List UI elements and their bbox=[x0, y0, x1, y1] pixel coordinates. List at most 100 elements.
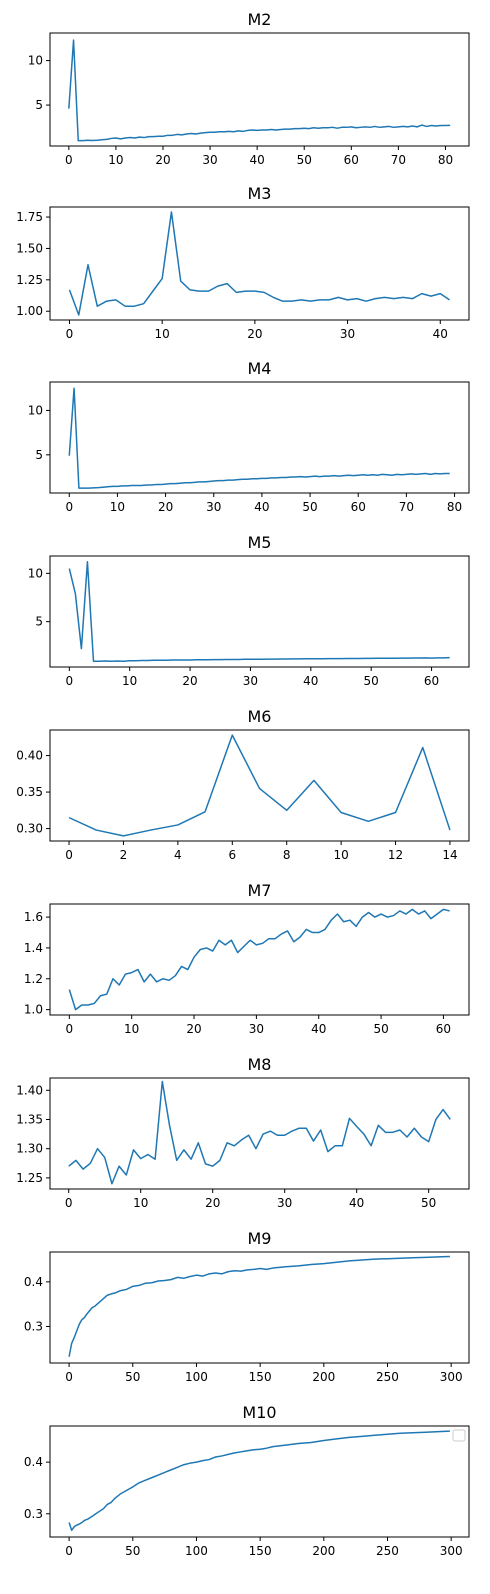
x-tick-label: 10 bbox=[110, 500, 125, 514]
y-tick-label: 1.2 bbox=[24, 972, 43, 986]
y-tick-label: 1.40 bbox=[16, 1083, 43, 1097]
axes-frame bbox=[49, 1251, 470, 1364]
y-tick-label: 0.3 bbox=[24, 1319, 43, 1333]
x-tick-label: 30 bbox=[277, 1196, 292, 1210]
series-line bbox=[68, 211, 450, 316]
y-tick-label: 0.35 bbox=[16, 785, 43, 799]
x-tick-label: 40 bbox=[433, 327, 448, 341]
x-tick-label: 0 bbox=[66, 327, 74, 341]
x-tick-label: 0 bbox=[65, 1544, 73, 1558]
chart-title: M8 bbox=[248, 1055, 272, 1074]
series-line bbox=[68, 561, 450, 662]
series-line bbox=[68, 1255, 450, 1357]
y-tick-label: 1.50 bbox=[16, 241, 43, 255]
x-tick-label: 20 bbox=[182, 674, 197, 688]
x-tick-label: 70 bbox=[399, 500, 414, 514]
chart-panel: M9 0 50 100 150 200 250 300 0.3 0.4 bbox=[24, 1229, 470, 1384]
x-tick-label: 10 bbox=[333, 848, 348, 862]
x-tick-label: 40 bbox=[250, 153, 265, 167]
y-tick-label: 0.3 bbox=[24, 1507, 43, 1521]
chart-title: M5 bbox=[248, 533, 272, 552]
y-tick-label: 5 bbox=[35, 98, 43, 112]
x-tick-label: 250 bbox=[376, 1544, 399, 1558]
x-tick-label: 0 bbox=[65, 848, 73, 862]
y-tick-label: 1.00 bbox=[16, 304, 43, 318]
x-tick-label: 40 bbox=[349, 1196, 364, 1210]
x-tick-label: 40 bbox=[311, 1022, 326, 1036]
chart-panel: M5 0 10 20 30 40 50 60 5 10 bbox=[28, 533, 470, 688]
series-line bbox=[68, 1430, 450, 1532]
chart-panel: M10 0 50 100 150 200 250 300 0.3 0.4 bbox=[24, 1403, 470, 1558]
x-tick-label: 30 bbox=[243, 674, 258, 688]
x-tick-label: 10 bbox=[122, 674, 137, 688]
axes-frame bbox=[49, 32, 470, 147]
x-tick-label: 70 bbox=[391, 153, 406, 167]
chart-title: M4 bbox=[248, 359, 272, 378]
chart-title: M7 bbox=[248, 881, 272, 900]
x-tick-label: 60 bbox=[436, 1022, 451, 1036]
series-line bbox=[68, 387, 450, 489]
y-tick-label: 10 bbox=[28, 566, 43, 580]
x-tick-label: 30 bbox=[340, 327, 355, 341]
x-tick-label: 80 bbox=[447, 500, 462, 514]
y-tick-label: 10 bbox=[28, 403, 43, 417]
series-line bbox=[68, 39, 451, 142]
chart-panel: M3 0 10 20 30 40 1.00 1.25 1.50 1.75 bbox=[16, 184, 470, 341]
chart-panel: M4 0 10 20 30 40 50 60 70 80 5 10 bbox=[28, 359, 470, 514]
x-tick-label: 80 bbox=[438, 153, 453, 167]
chart-title: M3 bbox=[248, 184, 272, 203]
x-tick-label: 2 bbox=[120, 848, 128, 862]
y-tick-label: 1.25 bbox=[16, 1171, 43, 1185]
series-line bbox=[68, 908, 450, 1011]
x-tick-label: 20 bbox=[158, 500, 173, 514]
x-tick-label: 6 bbox=[228, 848, 236, 862]
y-tick-label: 5 bbox=[35, 448, 43, 462]
axes-frame bbox=[49, 729, 470, 842]
x-tick-label: 10 bbox=[155, 327, 170, 341]
axes-frame bbox=[49, 903, 470, 1016]
series-line bbox=[68, 734, 451, 837]
x-tick-label: 10 bbox=[124, 1022, 139, 1036]
y-tick-label: 1.35 bbox=[16, 1112, 43, 1126]
x-tick-label: 40 bbox=[254, 500, 269, 514]
x-tick-label: 14 bbox=[442, 848, 457, 862]
x-tick-label: 0 bbox=[65, 1370, 73, 1384]
chart-panel: M7 0 10 20 30 40 50 60 1.0 1.2 1.4 1.6 bbox=[24, 881, 470, 1036]
x-tick-label: 50 bbox=[364, 674, 379, 688]
x-tick-label: 30 bbox=[249, 1022, 264, 1036]
axes-frame bbox=[49, 381, 470, 494]
x-tick-label: 150 bbox=[249, 1370, 272, 1384]
y-tick-label: 0.40 bbox=[16, 749, 43, 763]
y-tick-label: 1.25 bbox=[16, 273, 43, 287]
x-tick-label: 50 bbox=[125, 1370, 140, 1384]
x-tick-label: 100 bbox=[185, 1544, 208, 1558]
y-tick-label: 5 bbox=[35, 615, 43, 629]
chart-title: M6 bbox=[248, 707, 272, 726]
x-tick-label: 200 bbox=[312, 1544, 335, 1558]
x-tick-label: 50 bbox=[373, 1022, 388, 1036]
x-tick-label: 150 bbox=[249, 1544, 272, 1558]
x-tick-label: 60 bbox=[424, 674, 439, 688]
chart-panel: M6 0 2 4 6 8 10 12 14 0.30 0.35 0.40 bbox=[16, 707, 470, 862]
axes-frame bbox=[49, 206, 470, 321]
y-tick-label: 0.4 bbox=[24, 1275, 43, 1289]
chart-title: M2 bbox=[248, 10, 272, 29]
x-tick-label: 10 bbox=[133, 1196, 148, 1210]
chart-panel: M8 0 10 20 30 40 50 1.25 1.30 1.35 1.40 bbox=[16, 1055, 470, 1210]
x-tick-label: 20 bbox=[186, 1022, 201, 1036]
x-tick-label: 50 bbox=[297, 153, 312, 167]
y-tick-label: 0.4 bbox=[24, 1455, 43, 1469]
y-tick-label: 1.4 bbox=[24, 941, 43, 955]
x-tick-label: 50 bbox=[302, 500, 317, 514]
x-tick-label: 60 bbox=[351, 500, 366, 514]
axes-frame bbox=[49, 1077, 470, 1190]
x-tick-label: 300 bbox=[440, 1544, 463, 1558]
y-tick-label: 1.6 bbox=[24, 910, 43, 924]
x-tick-label: 0 bbox=[66, 1022, 74, 1036]
y-tick-label: 1.0 bbox=[24, 1003, 43, 1017]
x-tick-label: 30 bbox=[206, 500, 221, 514]
chart-title: M9 bbox=[248, 1229, 272, 1248]
x-tick-label: 0 bbox=[65, 1196, 73, 1210]
x-tick-label: 0 bbox=[65, 674, 73, 688]
